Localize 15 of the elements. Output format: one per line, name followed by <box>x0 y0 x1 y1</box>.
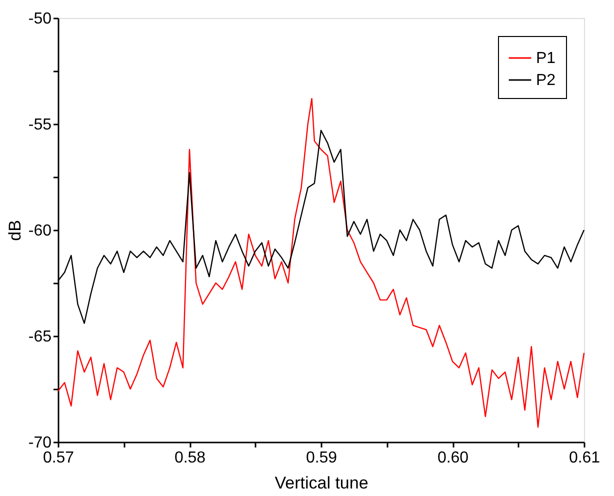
y-tick-label: -50 <box>28 10 52 28</box>
x-axis-title: Vertical tune <box>274 474 368 492</box>
x-tick-label: 0.60 <box>437 450 469 466</box>
y-tick-label: -70 <box>28 434 52 452</box>
x-tick-label: 0.59 <box>306 450 338 466</box>
legend-label: P1 <box>536 50 556 67</box>
y-axis-title: dB <box>5 220 24 241</box>
y-tick-label: -60 <box>28 222 52 240</box>
x-tick-label: 0.58 <box>174 450 206 466</box>
line-series <box>57 98 585 428</box>
x-tick-label: 0.57 <box>42 450 74 466</box>
y-tick-label: -55 <box>28 116 52 134</box>
x-tick-label: 0.61 <box>568 450 600 466</box>
y-tick-label: -65 <box>28 328 52 346</box>
legend-label: P2 <box>536 72 556 89</box>
